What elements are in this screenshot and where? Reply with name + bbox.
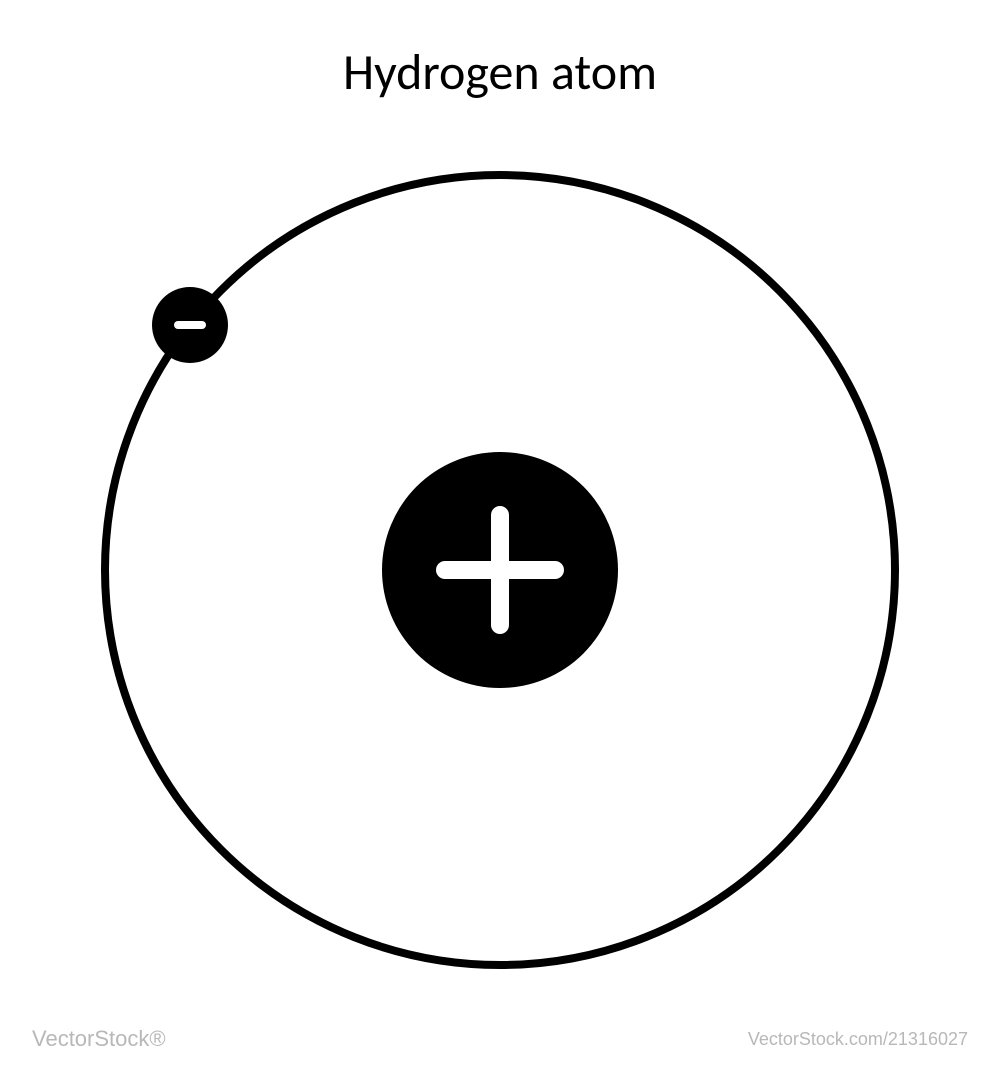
watermark-id: VectorStock.com/21316027 (748, 1029, 968, 1050)
diagram-title: Hydrogen atom (343, 42, 657, 103)
diagram-container: Hydrogen atom VectorStock® VectorStock.c… (0, 0, 1000, 1080)
atom-diagram (60, 130, 940, 1010)
watermark-brand: VectorStock® (32, 1026, 166, 1052)
nucleus-group (382, 452, 618, 688)
electron-group (152, 287, 228, 363)
